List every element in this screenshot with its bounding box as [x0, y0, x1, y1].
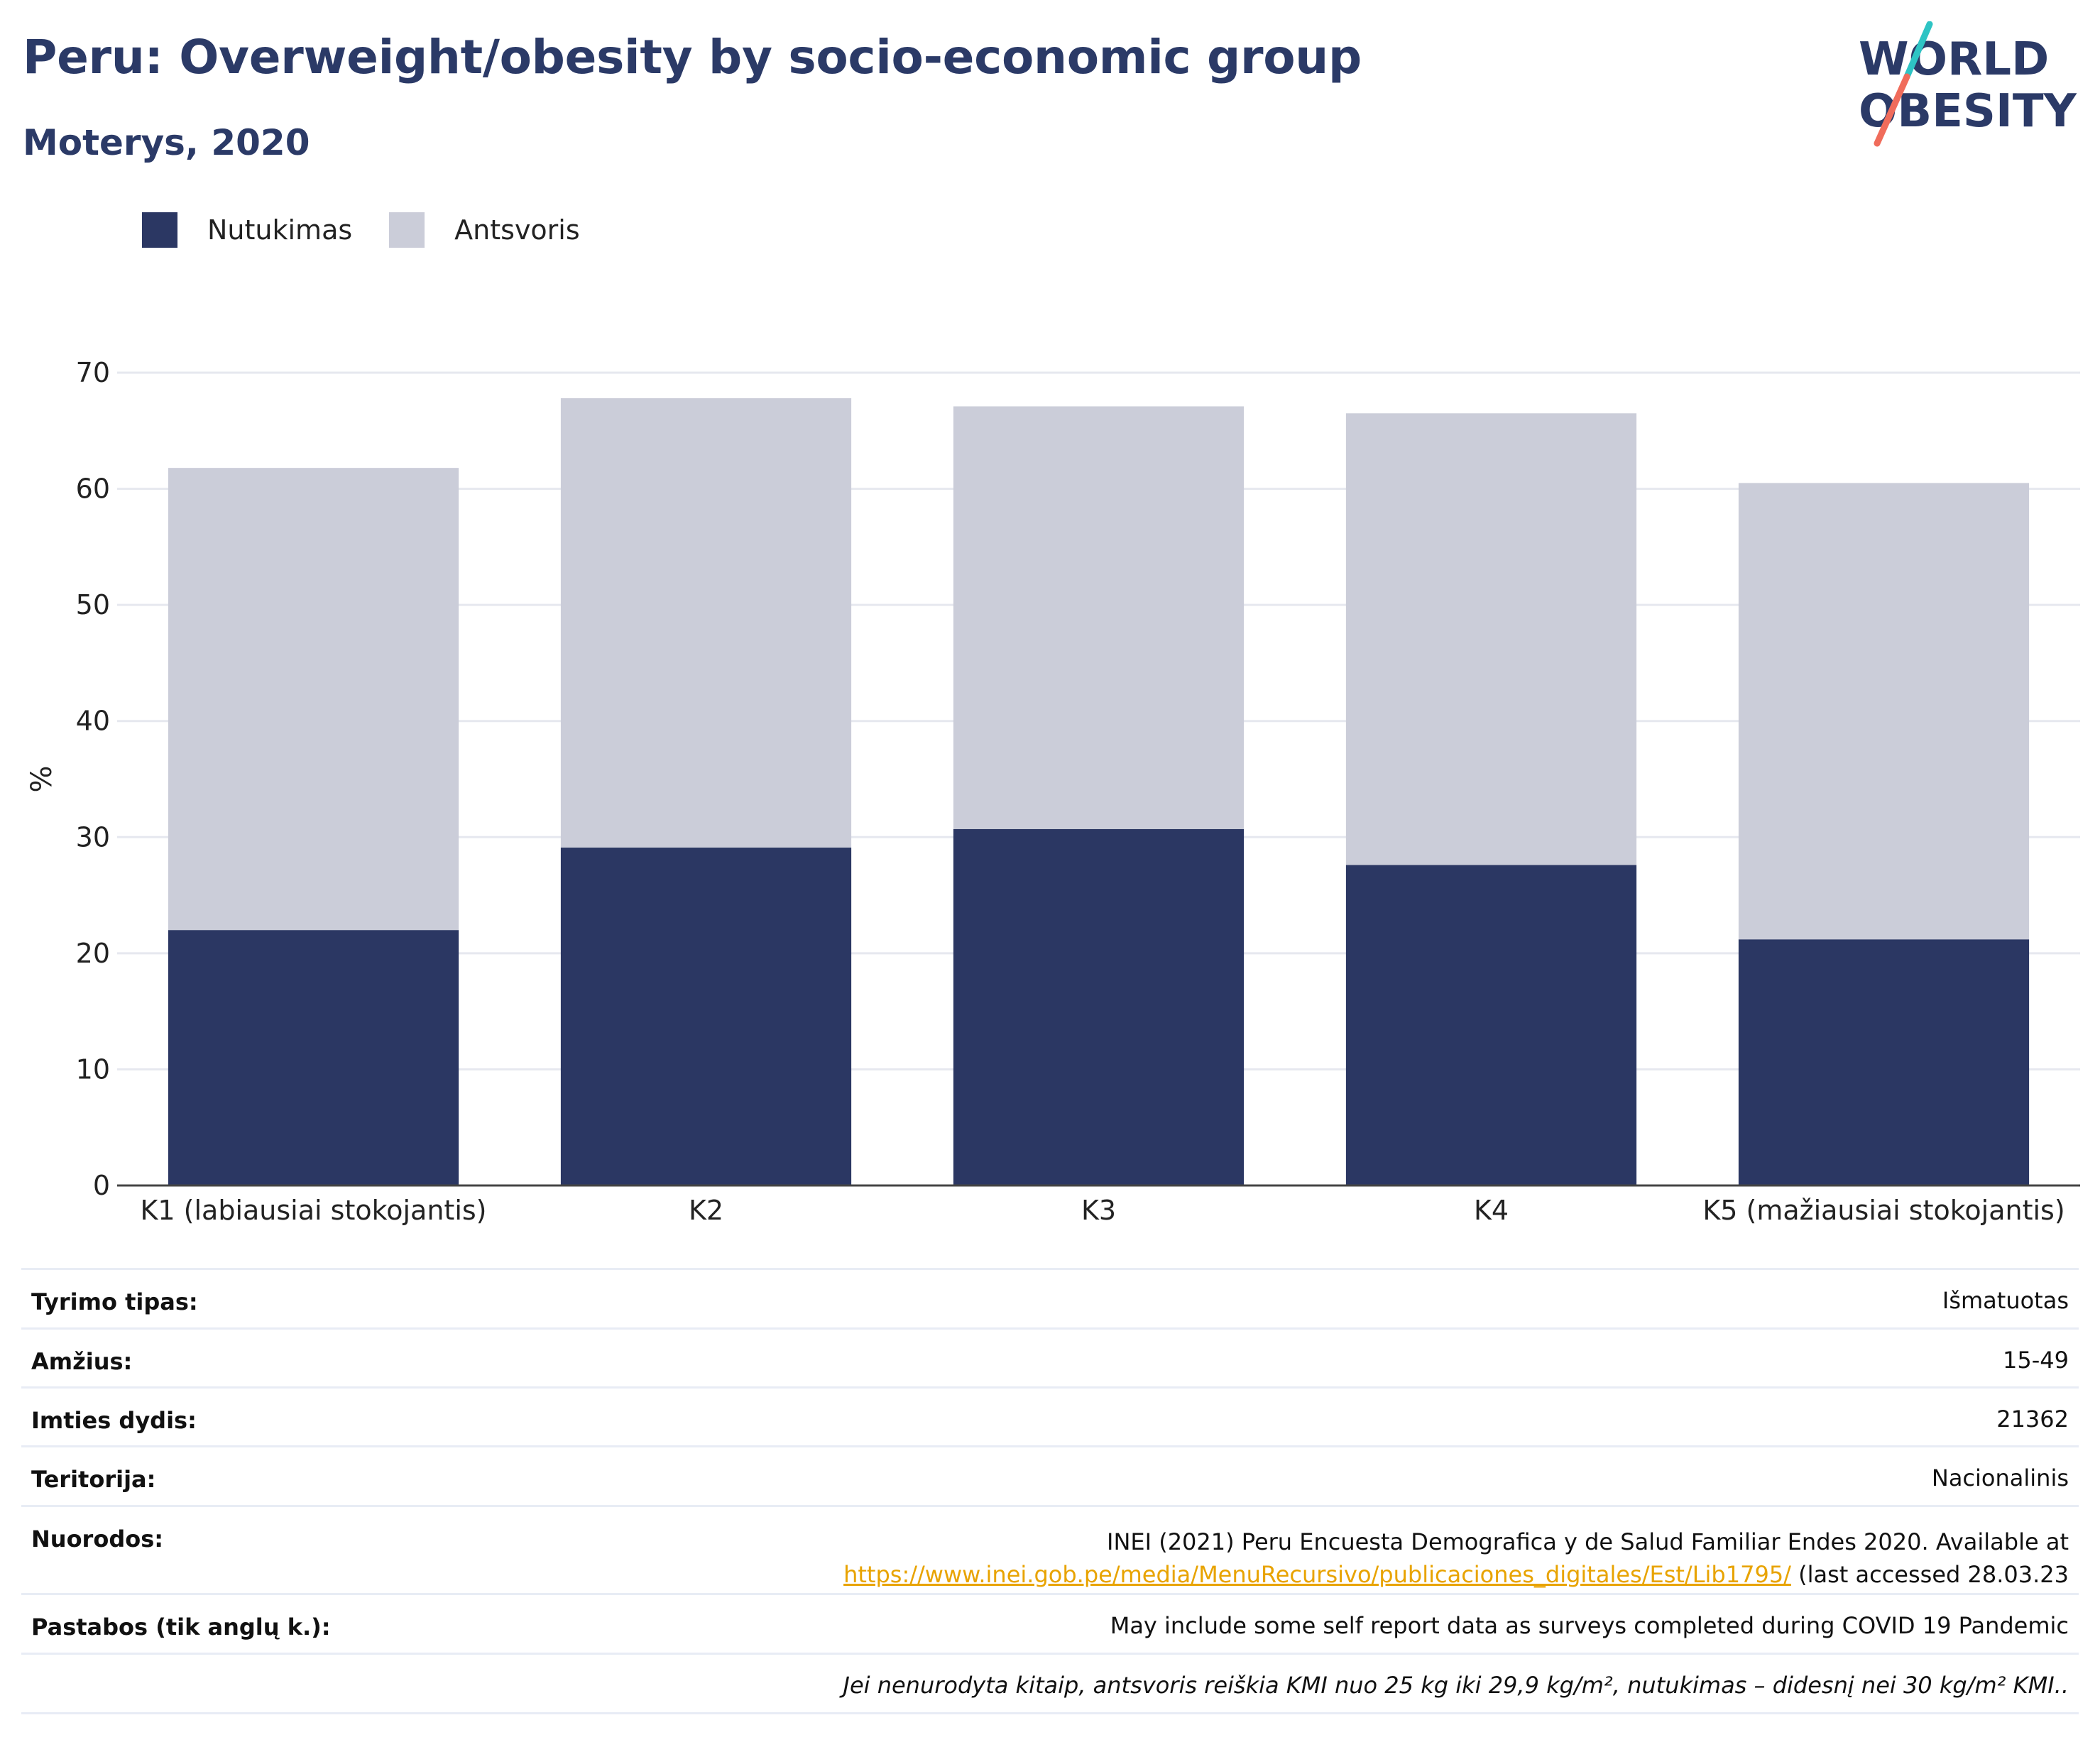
x-tick-label: K2 — [689, 1195, 723, 1226]
legend-item-nutukimas[interactable]: Nutukimas — [142, 212, 352, 248]
y-tick-label: 0 — [93, 1170, 110, 1201]
bar-nutukimas-3 — [953, 828, 1245, 1185]
notes-label: Pastabos (tik anglų k.): — [31, 1614, 331, 1641]
bar-antsvoris-3 — [953, 406, 1245, 829]
references-link[interactable]: https://www.inei.gob.pe/media/MenuRecurs… — [843, 1561, 1791, 1588]
y-tick-label: 40 — [76, 706, 110, 737]
y-tick-label: 70 — [76, 357, 110, 388]
legend-swatch-nutukimas — [142, 212, 177, 248]
y-tick-label: 20 — [76, 938, 110, 969]
references-value: INEI (2021) Peru Encuesta Demografica y … — [843, 1526, 2069, 1591]
references-label: Nuorodos: — [31, 1526, 164, 1552]
sample-size-label: Imties dydis: — [31, 1407, 197, 1434]
y-tick-label: 10 — [76, 1053, 110, 1085]
bar-nutukimas-1 — [168, 930, 459, 1185]
logo-text-world: WORLD — [1859, 33, 2049, 86]
legend-swatch-antsvoris — [389, 212, 425, 248]
chart-title: Peru: Overweight/obesity by socio-econom… — [23, 30, 1362, 84]
legend-item-antsvoris[interactable]: Antsvoris — [389, 212, 580, 248]
meta-row-definition: Jei nenurodyta kitaip, antsvoris reiškia… — [21, 1653, 2079, 1712]
meta-row-notes: Pastabos (tik anglų k.): May include som… — [21, 1593, 2079, 1653]
x-tick-label: K4 — [1474, 1195, 1509, 1226]
legend-label-antsvoris: Antsvoris — [454, 214, 580, 246]
age-label: Amžius: — [31, 1348, 133, 1375]
y-axis-label: % — [26, 765, 58, 792]
meta-row-age: Amžius: 15-49 — [21, 1327, 2079, 1386]
y-tick-label: 50 — [76, 589, 110, 620]
world-obesity-logo: WORLD OBESITY — [1859, 21, 2077, 147]
x-tick-label: K1 (labiausiai stokojantis) — [140, 1195, 486, 1226]
bar-antsvoris-1 — [168, 468, 459, 931]
meta-row-study-type: Tyrimo tipas: Išmatuotas — [21, 1268, 2079, 1327]
bar-antsvoris-4 — [1345, 413, 1637, 865]
definition-note: Jei nenurodyta kitaip, antsvoris reiškia… — [843, 1672, 2069, 1699]
x-tick-label: K5 (mažiausiai stokojantis) — [1702, 1195, 2065, 1226]
meta-row-references: Nuorodos: INEI (2021) Peru Encuesta Demo… — [21, 1505, 2079, 1593]
study-type-value: Išmatuotas — [1942, 1287, 2069, 1314]
references-suffix: (last accessed 28.03.23 — [1790, 1561, 2069, 1588]
logo-slash-coral — [1874, 73, 1910, 147]
sample-size-value: 21362 — [1996, 1406, 2069, 1433]
metadata-table: Tyrimo tipas: Išmatuotas Amžius: 15-49 I… — [21, 1268, 2079, 1714]
references-text: INEI (2021) Peru Encuesta Demografica y … — [1107, 1528, 2069, 1555]
y-tick-label: 60 — [76, 473, 110, 505]
bar-antsvoris-5 — [1738, 483, 2030, 940]
chart-legend: Nutukimas Antsvoris — [142, 210, 617, 250]
age-value: 15-49 — [2003, 1347, 2069, 1374]
bar-nutukimas-4 — [1345, 865, 1637, 1185]
territory-value: Nacionalinis — [1931, 1464, 2069, 1491]
notes-value: May include some self report data as sur… — [1110, 1612, 2069, 1639]
study-type-label: Tyrimo tipas: — [31, 1288, 198, 1315]
meta-bottom-border — [21, 1712, 2079, 1714]
meta-row-sample-size: Imties dydis: 21362 — [21, 1386, 2079, 1445]
x-tick-label: K3 — [1081, 1195, 1116, 1226]
bar-antsvoris-2 — [560, 398, 852, 848]
meta-row-territory: Teritorija: Nacionalinis — [21, 1445, 2079, 1505]
stacked-bar-chart: 0 10 20 30 40 50 60 70% K1 (labiausiai stokojant… — [26, 357, 2080, 1226]
bar-nutukimas-2 — [560, 848, 852, 1185]
territory-label: Teritorija: — [31, 1466, 156, 1493]
bar-nutukimas-5 — [1738, 939, 2030, 1185]
legend-label-nutukimas: Nutukimas — [207, 214, 353, 246]
y-tick-label: 30 — [76, 821, 110, 853]
logo-slash-teal — [1903, 21, 1933, 80]
logo-text-obesity: OBESITY — [1859, 85, 2077, 138]
chart-subtitle: Moterys, 2020 — [23, 122, 310, 163]
